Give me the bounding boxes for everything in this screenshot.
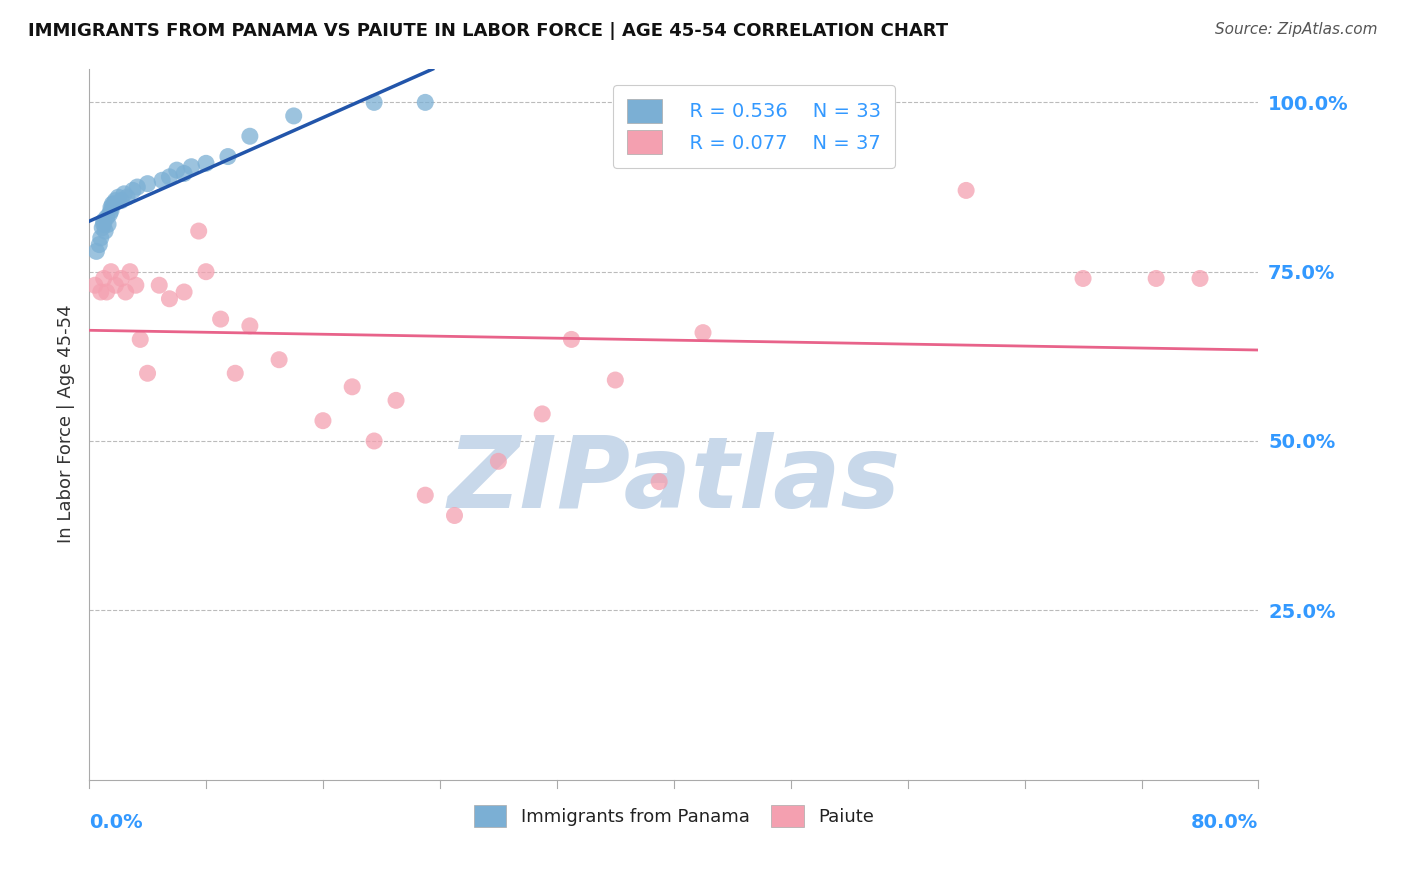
Text: ZIPatlas: ZIPatlas <box>447 433 900 530</box>
Text: 0.0%: 0.0% <box>89 814 142 832</box>
Point <box>443 508 465 523</box>
Y-axis label: In Labor Force | Age 45-54: In Labor Force | Age 45-54 <box>58 305 75 543</box>
Point <box>110 194 132 208</box>
Point <box>97 217 120 231</box>
Point <box>283 109 305 123</box>
Point <box>93 271 115 285</box>
Point <box>136 366 159 380</box>
Point <box>955 183 977 197</box>
Point <box>166 163 188 178</box>
Point <box>104 194 127 208</box>
Point <box>224 366 246 380</box>
Point <box>148 278 170 293</box>
Point <box>605 373 627 387</box>
Point <box>385 393 408 408</box>
Point <box>115 190 138 204</box>
Legend: Immigrants from Panama, Paiute: Immigrants from Panama, Paiute <box>467 798 882 835</box>
Point <box>122 183 145 197</box>
Point <box>112 186 135 201</box>
Point <box>90 231 112 245</box>
Point <box>692 326 714 340</box>
Point <box>159 292 181 306</box>
Point <box>173 285 195 299</box>
Point <box>413 488 436 502</box>
Point <box>114 285 136 299</box>
Point <box>1188 271 1211 285</box>
Point <box>84 278 107 293</box>
Point <box>136 177 159 191</box>
Point <box>86 244 108 259</box>
Point <box>96 285 118 299</box>
Point <box>127 180 149 194</box>
Point <box>110 271 132 285</box>
Point <box>93 217 115 231</box>
Point <box>239 318 262 333</box>
Text: Source: ZipAtlas.com: Source: ZipAtlas.com <box>1215 22 1378 37</box>
Point <box>195 156 218 170</box>
Point <box>1071 271 1094 285</box>
Point <box>118 265 141 279</box>
Point <box>560 333 582 347</box>
Point <box>94 224 117 238</box>
Point <box>104 278 127 293</box>
Point <box>125 278 148 293</box>
Point <box>269 352 291 367</box>
Point <box>195 265 218 279</box>
Point <box>180 160 202 174</box>
Point <box>363 95 385 110</box>
Point <box>363 434 385 448</box>
Point <box>1144 271 1167 285</box>
Point <box>100 203 122 218</box>
Point <box>91 220 114 235</box>
Point <box>129 333 152 347</box>
Point <box>413 95 436 110</box>
Point <box>90 285 112 299</box>
Point <box>187 224 209 238</box>
Point <box>648 475 671 489</box>
Point <box>312 414 335 428</box>
Point <box>107 190 129 204</box>
Point <box>239 129 262 144</box>
Point <box>173 166 195 180</box>
Point <box>150 173 173 187</box>
Point <box>340 380 363 394</box>
Point <box>98 207 121 221</box>
Point <box>100 200 122 214</box>
Text: IMMIGRANTS FROM PANAMA VS PAIUTE IN LABOR FORCE | AGE 45-54 CORRELATION CHART: IMMIGRANTS FROM PANAMA VS PAIUTE IN LABO… <box>28 22 948 40</box>
Point <box>100 265 122 279</box>
Point <box>103 197 125 211</box>
Point <box>531 407 554 421</box>
Point <box>93 214 115 228</box>
Point <box>101 197 124 211</box>
Point <box>96 211 118 225</box>
Point <box>209 312 232 326</box>
Point <box>486 454 509 468</box>
Text: 80.0%: 80.0% <box>1191 814 1258 832</box>
Point <box>217 150 239 164</box>
Point <box>89 237 111 252</box>
Point <box>159 169 181 184</box>
